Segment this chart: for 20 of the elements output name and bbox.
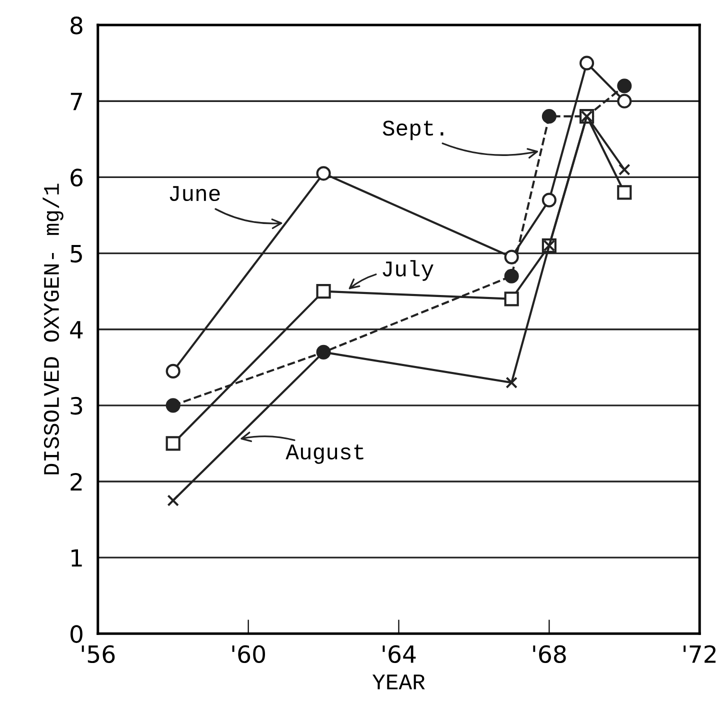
annotation: July [382,260,434,281]
annotation: June [170,186,220,202]
x-tick-label: '64 [382,645,416,664]
y-tick-label: 2 [70,472,82,490]
y-tick-label: 3 [70,396,82,415]
y-tick-label: 0 [70,625,82,643]
y-tick-label: 6 [70,168,82,187]
annotation: Sept. [382,120,444,140]
x-tick-label: '56 [82,645,115,664]
y-tick-label: 5 [70,245,82,263]
x-tick-label: '68 [533,645,566,664]
y-axis-title: DISSOLVED OXYGEN- mg/1 [42,184,64,474]
y-tick-label: 8 [70,16,82,34]
annotation: August [286,444,364,464]
y-tick-label: 4 [70,321,83,338]
y-tick-label: 7 [70,92,82,110]
x-axis-title: YEAR [372,674,425,690]
x-tick-label: '60 [232,645,266,664]
y-tick-label: 1 [72,549,82,567]
x-tick-label: '72 [684,645,716,663]
